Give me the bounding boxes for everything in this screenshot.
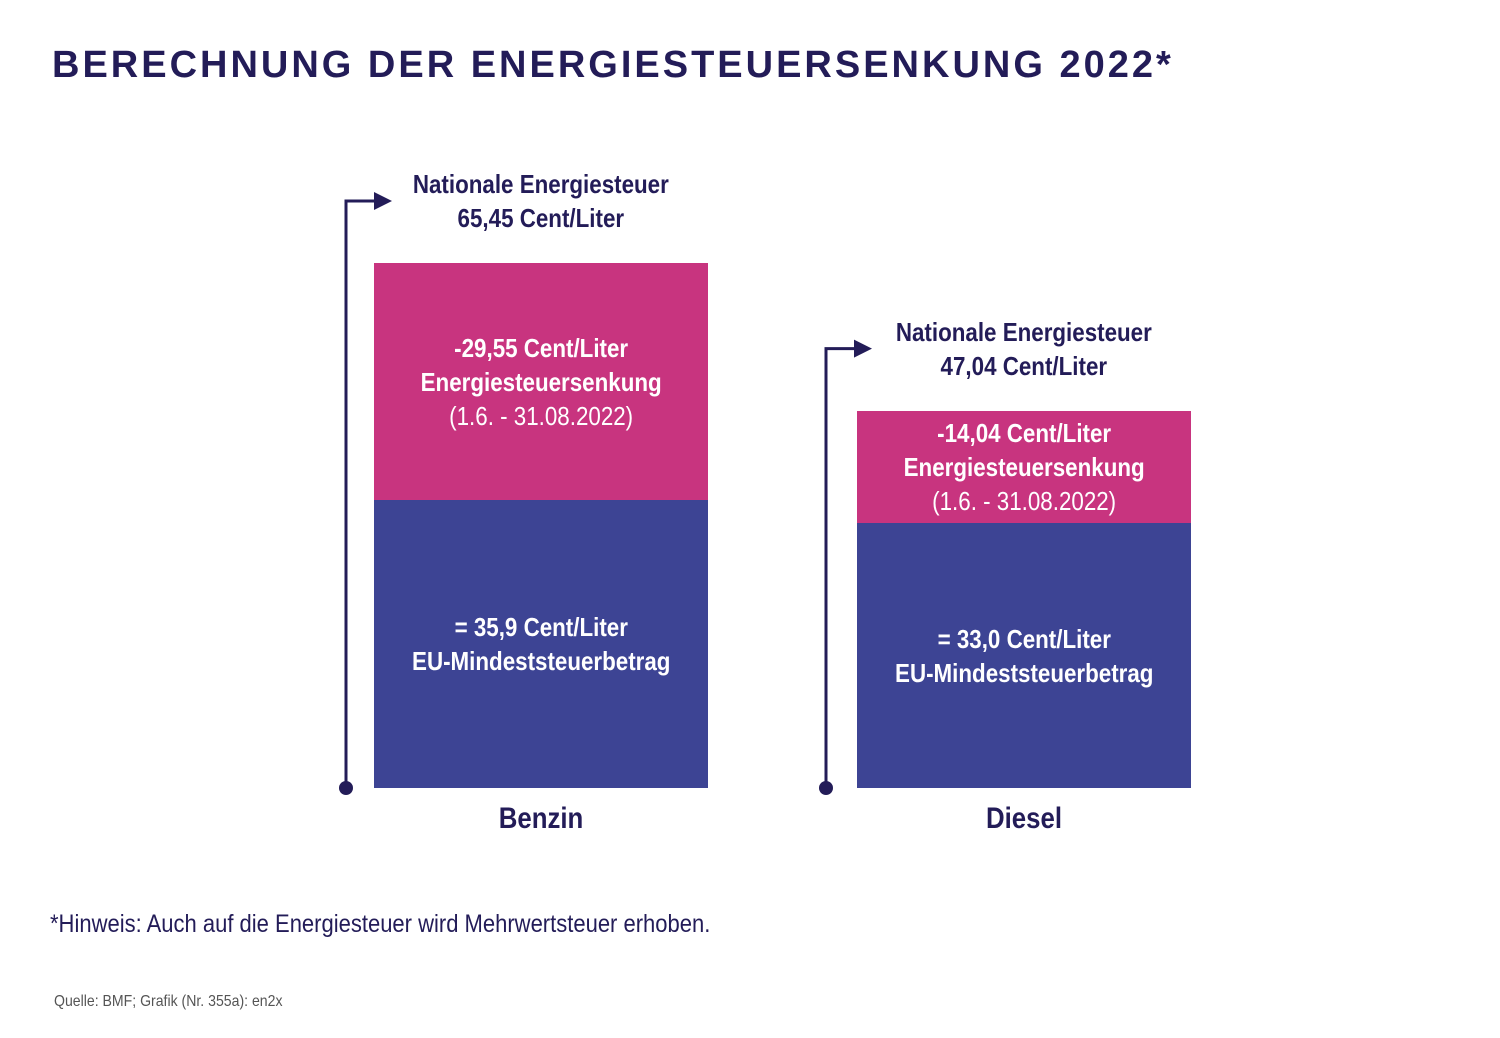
segment-label-line: (1.6. - 31.08.2022)	[932, 485, 1116, 516]
segment-label: -29,55 Cent/Liter Energiesteuersenkung (1.…	[420, 331, 661, 433]
segment-label: Nationale Energiesteuer 65,45 Cent/Liter	[413, 167, 669, 235]
segment-label-line: (1.6. - 31.08.2022)	[449, 400, 633, 431]
segment-label-line: Energiesteuersenkung	[420, 366, 662, 397]
source-credit: Quelle: BMF; Grafik (Nr. 355a): en2x	[54, 993, 283, 1010]
total-label: Nationale Energiesteuer 47,04 Cent/Liter	[827, 315, 1221, 383]
segment-label-line: EU-Mindeststeuerbetrag	[411, 646, 671, 676]
segment-label: -14,04 Cent/Liter Energiesteuersenkung (1.…	[903, 416, 1144, 518]
segment-label-line: -29,55 Cent/Liter	[454, 332, 628, 363]
segment-label-line: EU-Mindeststeuerbetrag	[894, 657, 1154, 688]
segment-label-line: 47,04 Cent/Liter	[940, 350, 1108, 381]
total-arrow-line	[344, 199, 376, 788]
segment-label-line: 65,45 Cent/Liter	[457, 203, 625, 233]
segment-label-line: Nationale Energiesteuer	[896, 316, 1152, 347]
bar-segment-eu-minimum: = 33,0 Cent/Liter EU-Mindeststeuerbetrag	[857, 523, 1191, 788]
segment-label: Nationale Energiesteuer 47,04 Cent/Liter	[896, 315, 1152, 383]
segment-label-line: = 35,9 Cent/Liter	[454, 612, 628, 642]
chart-title: BERECHNUNG DER ENERGIESTEUERSENKUNG 2022…	[52, 44, 1174, 86]
arrow-origin-dot	[339, 781, 353, 795]
bar-segment-eu-minimum: = 35,9 Cent/Liter EU-Mindeststeuerbetrag	[374, 500, 708, 788]
segment-label: = 33,0 Cent/Liter EU-Mindeststeuerbetrag	[895, 622, 1153, 690]
total-arrow-line	[824, 347, 856, 788]
category-label: Diesel	[985, 802, 1063, 835]
category-label: Benzin	[498, 802, 584, 835]
arrow-origin-dot	[819, 781, 833, 795]
segment-label-line: = 33,0 Cent/Liter	[937, 623, 1111, 654]
total-label: Nationale Energiesteuer 65,45 Cent/Liter	[344, 167, 738, 235]
arrowhead-icon	[374, 192, 392, 210]
segment-label: = 35,9 Cent/Liter EU-Mindeststeuerbetrag	[412, 610, 670, 678]
segment-label-line: Nationale Energiesteuer	[413, 169, 669, 199]
arrowhead-icon	[854, 339, 872, 358]
segment-label-line: -14,04 Cent/Liter	[937, 417, 1111, 448]
footnote: *Hinweis: Auch auf die Energiesteuer wir…	[50, 910, 711, 938]
bar-segment-reduction: -14,04 Cent/Liter Energiesteuersenkung (1.…	[857, 410, 1191, 524]
segment-label-line: Energiesteuersenkung	[903, 451, 1145, 482]
bar-segment-reduction: -29,55 Cent/Liter Energiesteuersenkung (1.…	[374, 263, 708, 501]
